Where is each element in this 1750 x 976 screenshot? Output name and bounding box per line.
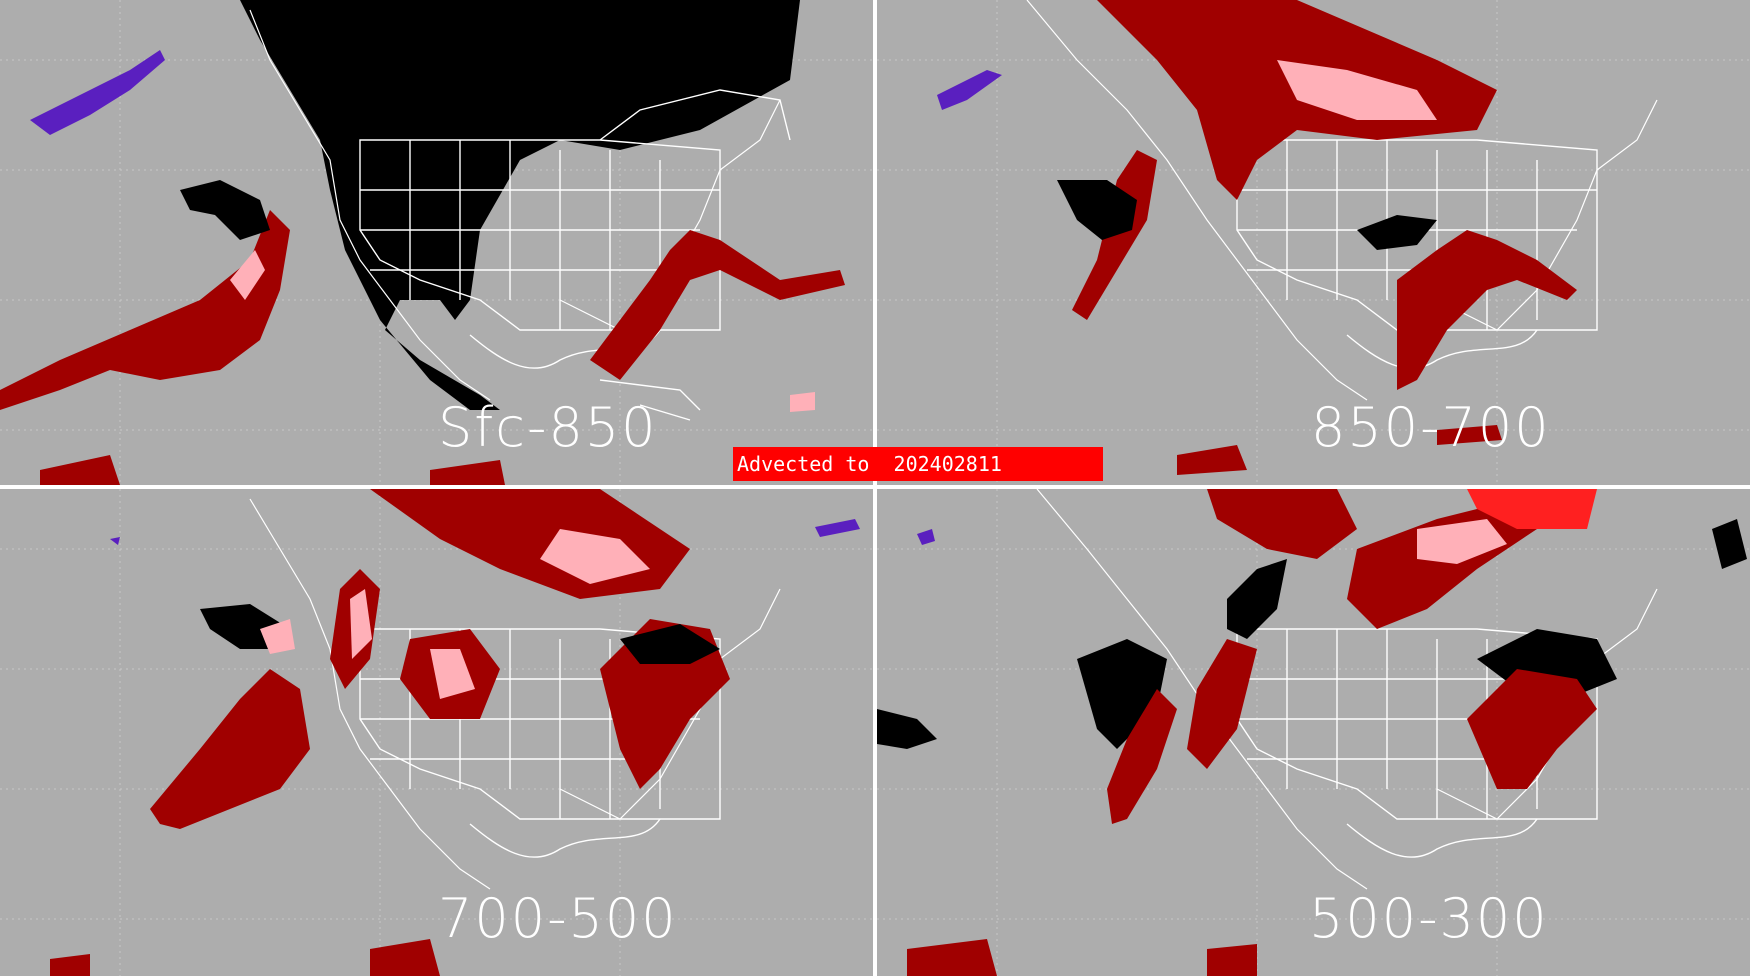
dark-red-band-pacific: [0, 210, 290, 410]
black-right-edge: [1712, 519, 1747, 569]
panel-500-300: 500-300: [877, 489, 1750, 976]
horizontal-divider: [0, 485, 1750, 489]
graticule: [0, 489, 873, 976]
dark-red-pacific: [150, 669, 310, 829]
black-left-edge: [877, 709, 937, 749]
panel-title: Sfc-850: [438, 396, 658, 459]
pink-canada: [540, 529, 650, 584]
map-sfc-850: [0, 0, 873, 485]
panel-700-500: 700-500: [0, 489, 873, 976]
pink-caribbean: [790, 392, 815, 412]
purple-patch: [917, 529, 935, 545]
pink-northeast: [1417, 519, 1507, 564]
map-850-700: [877, 0, 1750, 485]
dark-red-bottom: [1177, 425, 1502, 475]
panel-title: 850-700: [1311, 396, 1551, 459]
dark-red-bottom: [40, 455, 505, 485]
black-band-coast: [1227, 559, 1287, 639]
black-east: [620, 624, 720, 664]
panel-title: 700-500: [438, 887, 678, 950]
banner-datetime: 202402811: [893, 452, 1002, 476]
dark-red-bottom: [907, 939, 1257, 976]
dark-red-coast: [1187, 639, 1257, 769]
map-500-300: [877, 489, 1750, 976]
dark-red-canada: [370, 489, 690, 599]
state-boundaries: [359, 89, 791, 421]
purple-patch: [937, 70, 1002, 110]
dark-red-east: [1397, 230, 1577, 390]
panel-850-700: 850-700: [877, 0, 1750, 485]
dark-red-east: [600, 619, 730, 789]
coastline: [1026, 0, 1658, 401]
black-east: [1357, 215, 1437, 250]
dark-red-canada: [1207, 489, 1357, 559]
dark-red-bottom: [50, 939, 440, 976]
dark-red-east: [1467, 669, 1597, 789]
black-swirl: [1057, 180, 1137, 240]
advection-time-banner: Advected to 202402811: [733, 447, 1103, 481]
dark-red-band-east: [590, 230, 845, 380]
pink-plains: [430, 649, 475, 699]
state-boundaries: [1236, 139, 1598, 369]
pink-pacific: [260, 619, 295, 654]
banner-prefix: Advected to: [737, 452, 870, 476]
panel-sfc-850: Sfc-850: [0, 0, 873, 485]
bright-red-northeast: [1467, 489, 1597, 529]
black-land-mask: [240, 0, 800, 410]
dark-red-pacific: [1107, 689, 1177, 824]
pink-streak: [230, 250, 265, 300]
map-700-500: [0, 489, 873, 976]
pink-canada: [1277, 60, 1437, 120]
graticule: [877, 0, 1750, 485]
pink-band-coast: [350, 589, 372, 659]
black-swirl: [180, 180, 270, 240]
purple-patch: [30, 50, 165, 135]
panel-title: 500-300: [1309, 887, 1549, 950]
